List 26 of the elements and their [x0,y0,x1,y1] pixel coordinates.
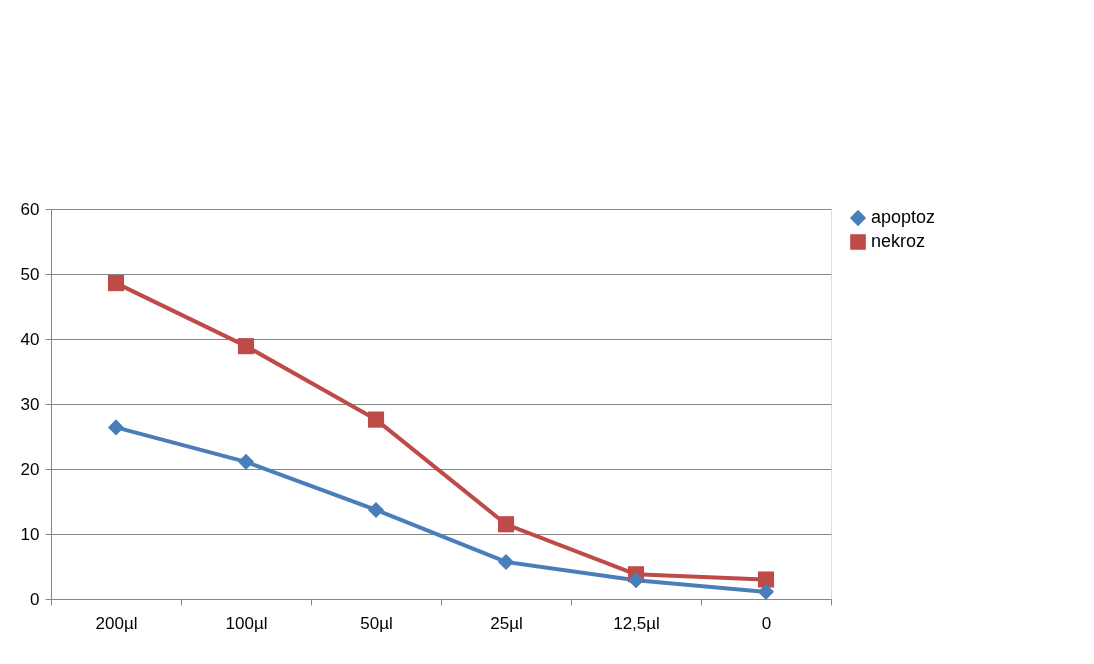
y-tick-label: 10 [20,524,40,544]
y-tick-label: 50 [20,264,40,284]
point [757,571,775,588]
point [237,338,255,355]
point [367,501,385,519]
y-tick-label: 0 [30,589,40,609]
x-tick-label: 200µl [95,613,138,633]
x-tick-label: 25µl [490,613,523,633]
y-tick-label: 30 [20,394,40,414]
point [237,453,255,470]
x-tick-label: 12,5µl [613,613,660,633]
point [107,419,125,436]
point [497,516,515,533]
x-tick-label: 0 [761,613,772,633]
y-tick-label: 60 [20,199,40,219]
legend-label: apoptoz [871,207,936,227]
point [497,553,515,571]
x-tick-label: 50µl [360,613,393,633]
x-tick-label: 100µl [225,613,268,633]
point [627,572,645,589]
y-tick-label: 40 [20,329,40,349]
y-tick-label: 20 [20,459,40,479]
point [757,583,775,600]
point [107,275,125,292]
point [367,411,385,428]
legend-label: nekroz [871,231,926,251]
